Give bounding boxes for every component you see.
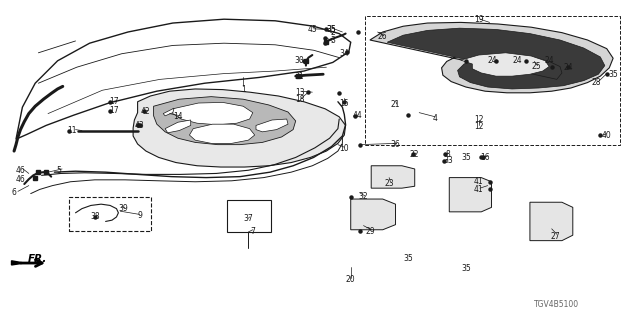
Text: 35: 35 <box>608 70 618 79</box>
Text: 7: 7 <box>250 227 255 236</box>
Text: 35: 35 <box>461 153 471 162</box>
Text: 37: 37 <box>243 214 253 223</box>
Text: 24: 24 <box>512 56 522 65</box>
Text: 5: 5 <box>56 166 61 175</box>
Text: 24: 24 <box>563 63 573 72</box>
Text: 36: 36 <box>390 140 401 149</box>
Text: 9: 9 <box>137 212 142 220</box>
Text: 33: 33 <box>443 156 453 165</box>
Text: 41: 41 <box>474 185 484 194</box>
Text: 35: 35 <box>461 264 471 273</box>
Bar <box>69 197 151 231</box>
Polygon shape <box>370 22 613 93</box>
Polygon shape <box>371 166 415 188</box>
Text: 32: 32 <box>358 192 369 201</box>
Polygon shape <box>461 53 549 76</box>
Text: 3: 3 <box>330 36 335 45</box>
Polygon shape <box>387 28 605 89</box>
Text: 38: 38 <box>90 212 100 221</box>
Text: 44: 44 <box>352 111 362 120</box>
Polygon shape <box>16 19 351 139</box>
Polygon shape <box>173 102 253 125</box>
Text: 19: 19 <box>474 15 484 24</box>
Bar <box>365 16 620 145</box>
Text: 2: 2 <box>330 28 335 37</box>
Polygon shape <box>449 178 492 212</box>
Text: 12: 12 <box>474 115 483 124</box>
Text: 17: 17 <box>109 97 119 106</box>
Text: 30: 30 <box>294 56 305 65</box>
Text: 6: 6 <box>12 188 17 197</box>
Text: 28: 28 <box>592 78 601 87</box>
Text: 39: 39 <box>118 204 128 213</box>
Text: 41: 41 <box>474 177 484 186</box>
Text: 14: 14 <box>173 112 183 121</box>
Text: 46: 46 <box>15 175 26 184</box>
Text: 27: 27 <box>550 232 561 241</box>
Text: 35: 35 <box>403 254 413 263</box>
Bar <box>227 200 271 232</box>
Text: 25: 25 <box>531 62 541 71</box>
Text: 12: 12 <box>474 122 483 131</box>
Text: 31: 31 <box>294 72 305 81</box>
Text: 46: 46 <box>15 166 26 175</box>
Text: 24: 24 <box>488 56 498 65</box>
Text: FR.: FR. <box>28 253 47 264</box>
Text: 24: 24 <box>544 56 554 65</box>
Text: 4: 4 <box>433 114 438 123</box>
Text: 34: 34 <box>339 49 349 58</box>
Text: 10: 10 <box>339 144 349 153</box>
Text: 11: 11 <box>67 126 76 135</box>
Text: 17: 17 <box>109 106 119 115</box>
Polygon shape <box>351 199 396 230</box>
Text: 21: 21 <box>391 100 400 109</box>
Polygon shape <box>154 97 296 145</box>
Text: 29: 29 <box>365 227 375 236</box>
Polygon shape <box>165 120 191 133</box>
Text: 45: 45 <box>307 25 317 34</box>
Text: 40: 40 <box>602 131 612 140</box>
Text: 26: 26 <box>378 32 388 41</box>
Polygon shape <box>133 89 346 167</box>
Text: 1: 1 <box>241 85 246 94</box>
Text: 15: 15 <box>339 99 349 108</box>
Text: 22: 22 <box>410 150 419 159</box>
Polygon shape <box>256 119 288 132</box>
Polygon shape <box>12 261 24 265</box>
Text: 42: 42 <box>141 107 151 116</box>
Text: 16: 16 <box>480 153 490 162</box>
Polygon shape <box>163 108 174 116</box>
Text: 20: 20 <box>346 276 356 284</box>
Text: 35: 35 <box>326 25 337 34</box>
Text: 23: 23 <box>384 179 394 188</box>
Text: 43: 43 <box>134 121 145 130</box>
Text: 8: 8 <box>445 150 451 159</box>
Text: TGV4B5100: TGV4B5100 <box>534 300 579 309</box>
Polygon shape <box>189 124 255 143</box>
Text: 35: 35 <box>326 25 337 34</box>
Polygon shape <box>530 202 573 241</box>
Text: 13: 13 <box>294 88 305 97</box>
Text: 18: 18 <box>295 95 304 104</box>
